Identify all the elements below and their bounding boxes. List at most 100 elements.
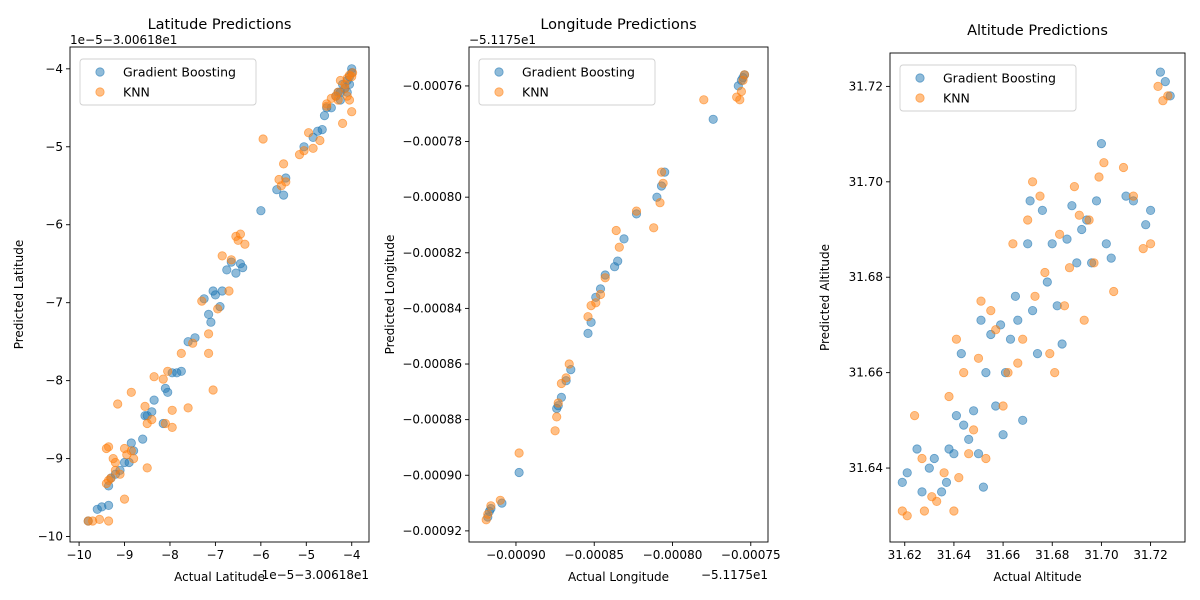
data-point [1037, 205, 1048, 215]
data-point [583, 328, 593, 338]
data-point [204, 348, 214, 358]
data-point [936, 487, 947, 497]
data-point [699, 95, 709, 105]
x-axis-label: Actual Altitude [993, 570, 1081, 584]
data-point [553, 398, 563, 408]
x-offset-text: 1e−5−3.00618e1 [262, 568, 369, 582]
data-point [998, 401, 1008, 411]
series-1 [897, 81, 1173, 521]
data-point [619, 234, 629, 244]
data-point [949, 506, 959, 516]
data-point [231, 268, 241, 278]
legend-marker [915, 73, 925, 83]
y-tick-label: −0.00078 [402, 135, 462, 149]
data-point [183, 403, 193, 413]
data-point [1042, 277, 1052, 287]
data-point [240, 239, 250, 249]
data-point [1003, 367, 1013, 378]
data-point [106, 473, 116, 483]
data-point [1096, 139, 1107, 149]
data-point [919, 506, 930, 516]
data-point [163, 387, 173, 397]
data-point [902, 511, 912, 521]
data-point [1101, 239, 1111, 249]
data-point [319, 111, 330, 121]
data-point [1035, 191, 1045, 201]
data-point [224, 286, 234, 296]
data-point [222, 265, 232, 275]
data-point [486, 501, 496, 511]
x-axis-label: Actual Longitude [568, 570, 669, 584]
chart-title: Longitude Predictions [540, 17, 696, 33]
series-1 [481, 70, 750, 525]
data-point [333, 95, 343, 105]
data-point [1025, 196, 1035, 206]
x-tick-label: 31.68 [1035, 548, 1069, 562]
x-tick-label: 31.62 [888, 548, 922, 562]
data-point [1072, 258, 1082, 268]
x-tick-label: −0.00085 [564, 548, 624, 562]
axes-frame [69, 46, 370, 543]
data-point [1059, 301, 1070, 311]
data-point [1091, 196, 1102, 206]
data-point [226, 255, 236, 265]
data-point [1040, 267, 1050, 278]
legend-marker [494, 87, 504, 97]
data-point [1079, 315, 1089, 325]
data-point [1005, 334, 1016, 344]
data-point [256, 206, 266, 216]
data-point [115, 469, 125, 479]
y-tick-label: −0.00086 [402, 357, 462, 371]
data-point [956, 348, 966, 359]
data-point [138, 434, 148, 444]
data-point [595, 289, 606, 300]
data-point [340, 83, 350, 93]
data-point [939, 468, 949, 478]
data-point [981, 453, 991, 464]
legend-marker [95, 87, 105, 97]
y-tick-label: −5 [45, 140, 63, 154]
data-point [973, 353, 984, 363]
y-tick-label: −0.00080 [402, 190, 462, 204]
data-point [1084, 215, 1094, 225]
y-tick-label: −6 [45, 218, 63, 232]
data-point [142, 463, 152, 473]
y-tick-label: −0.00092 [402, 524, 462, 538]
data-point [1018, 334, 1028, 344]
data-point [917, 453, 927, 464]
data-point [1118, 162, 1129, 173]
data-point [176, 366, 186, 376]
data-point [206, 317, 216, 327]
y-tick-label: −10 [38, 530, 63, 544]
data-point [147, 414, 157, 425]
data-point [600, 273, 610, 283]
data-point [126, 446, 136, 456]
data-point [1062, 234, 1072, 244]
data-point [1055, 229, 1065, 239]
x-tick-label: −7 [207, 548, 225, 562]
data-point [1018, 415, 1028, 425]
data-point [1099, 158, 1109, 168]
data-point [976, 315, 986, 325]
data-point [258, 134, 268, 144]
y-tick-label: −0.00084 [402, 301, 462, 315]
x-tick-label: −9 [116, 548, 134, 562]
data-point [1106, 253, 1116, 263]
data-point [238, 262, 248, 273]
data-point [1008, 239, 1018, 249]
data-point [1163, 91, 1173, 101]
data-point [337, 118, 348, 129]
data-point [561, 373, 571, 383]
x-tick-label: −8 [161, 548, 179, 562]
y-tick-label: −4 [45, 62, 63, 76]
series-0 [897, 67, 1175, 497]
data-point [347, 107, 357, 117]
x-tick-label: −10 [66, 548, 91, 562]
legend-marker [95, 67, 105, 77]
x-axis-label: Actual Latitude [174, 570, 265, 584]
legend-marker [915, 93, 925, 103]
y-tick-label: −9 [45, 452, 63, 466]
data-point [951, 410, 962, 421]
data-point [909, 410, 920, 421]
series-1 [83, 68, 358, 526]
